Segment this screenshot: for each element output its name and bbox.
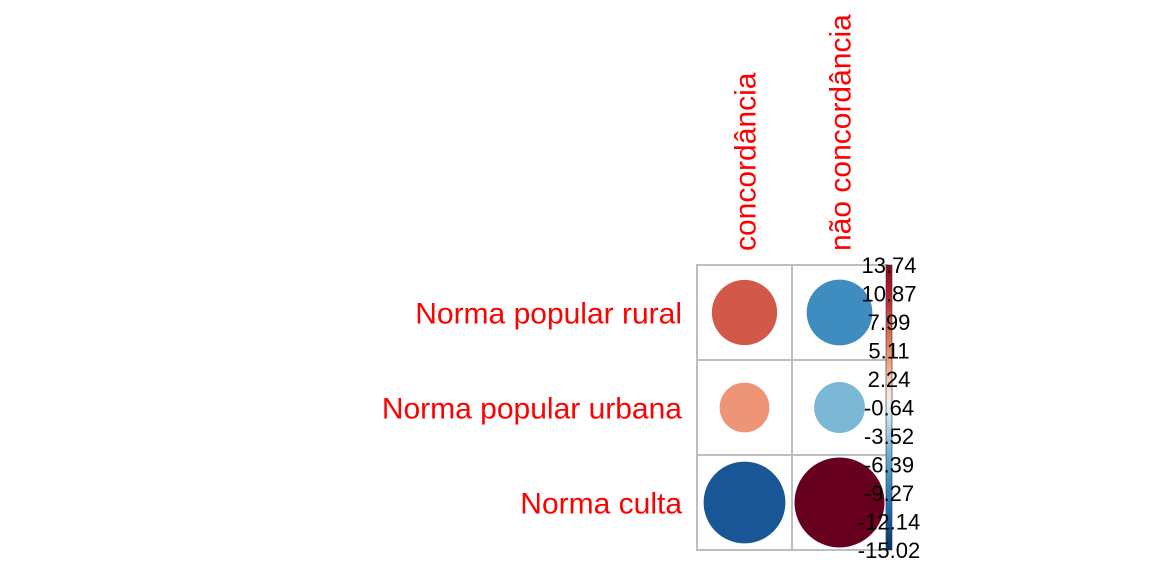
- column-labels: concordância não concordância: [730, 14, 858, 251]
- colorbar-tick-label: 5.11: [868, 339, 909, 364]
- colorbar-tick-label: -0.64: [864, 396, 914, 421]
- colorbar-tick-label: -12.14: [858, 510, 920, 535]
- plot-circles: [703, 279, 885, 548]
- row-label: Norma popular rural: [415, 298, 682, 331]
- colorbar-tick-label: -6.39: [864, 453, 914, 478]
- colorbar-tick-label: 10.87: [861, 282, 916, 307]
- value-circle: [703, 461, 786, 544]
- value-circle: [719, 382, 770, 433]
- row-labels: Norma popular rural Norma popular urbana N…: [382, 298, 683, 521]
- colorbar-tick-label: 13.74: [861, 253, 916, 278]
- color-bar: [885, 264, 893, 551]
- value-circle: [794, 457, 885, 548]
- colorbar-tick-label: -3.52: [864, 424, 914, 449]
- row-label: Norma culta: [520, 488, 682, 521]
- value-circle: [806, 279, 873, 346]
- colorbar-tick-label: 7.99: [868, 310, 911, 335]
- colorbar-tick-label: -15.02: [858, 538, 920, 563]
- colorbar-tick-label: 2.24: [868, 367, 911, 392]
- value-circle: [814, 382, 865, 433]
- color-legend: 13.74 10.87 7.99 5.11 2.24 -0.64 -3.52 -6.39 -9.…: [858, 253, 920, 563]
- column-label: não concordância: [825, 14, 858, 251]
- row-label: Norma popular urbana: [382, 393, 682, 426]
- colorbar-tick-label: -9.27: [864, 481, 914, 506]
- value-circle: [711, 279, 778, 346]
- column-label: concordância: [730, 72, 763, 251]
